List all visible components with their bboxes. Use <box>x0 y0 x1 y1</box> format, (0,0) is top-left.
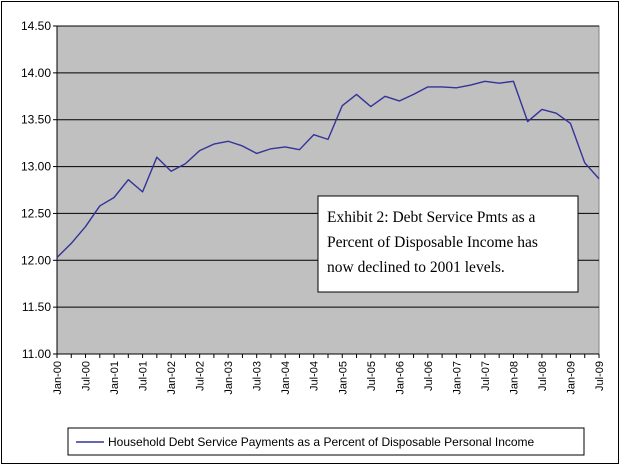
series-line <box>56 80 600 258</box>
x-tick-label: Jan-00 <box>52 361 64 395</box>
x-tick-label: Jul-03 <box>252 361 264 391</box>
annotation-line-2: Percent of Disposable Income has <box>327 234 538 251</box>
x-tick-label: Jan-02 <box>166 361 178 395</box>
y-tick-label: 14.00 <box>21 66 51 80</box>
axes <box>53 25 600 358</box>
series <box>56 80 600 258</box>
legend-label: Household Debt Service Payments as a Per… <box>108 435 535 449</box>
x-tick-label: Jul-09 <box>594 361 606 391</box>
x-tick-label: Jan-01 <box>109 361 121 395</box>
x-tick-labels: Jan-00 Jul-00 Jan-01 Jul-01 Jan-02 Jul-02 Jan-… <box>52 361 606 395</box>
annotation-box: Exhibit 2: Debt Service Pmts as a Percen… <box>317 195 579 293</box>
x-tick-label: Jan-09 <box>565 361 577 395</box>
legend-frame <box>67 427 585 456</box>
x-tick-label: Jul-04 <box>309 361 321 391</box>
y-tick-label: 13.00 <box>21 160 51 174</box>
y-tick-label: 11.50 <box>22 300 51 314</box>
annotation-line-1: Exhibit 2: Debt Service Pmts as a <box>327 209 535 226</box>
x-tick-label: Jan-03 <box>223 361 235 395</box>
x-tick-label: Jan-06 <box>394 361 406 395</box>
x-tick-label: Jan-04 <box>280 361 292 395</box>
annotation-line-3: now declined to 2001 levels. <box>327 259 505 276</box>
y-tick-label: 11.00 <box>22 347 51 361</box>
plot-area <box>56 25 600 355</box>
x-tick-label: Jul-07 <box>480 361 492 391</box>
annotation-frame <box>317 195 579 293</box>
x-tick-label: Jul-00 <box>81 361 93 391</box>
legend: Household Debt Service Payments as a Per… <box>67 427 585 456</box>
x-tick-label: Jul-02 <box>195 361 207 391</box>
x-tick-label: Jan-08 <box>508 361 520 395</box>
y-tick-label: 13.50 <box>21 113 51 127</box>
x-tick-label: Jul-08 <box>537 361 549 391</box>
x-tick-label: Jan-07 <box>451 361 463 395</box>
y-tick-labels: 11.00 11.50 12.00 12.50 13.00 13.50 14.00 14.50 <box>21 19 51 361</box>
x-tick-label: Jul-06 <box>423 361 435 391</box>
x-tick-label: Jul-01 <box>138 361 150 391</box>
x-tick-label: Jul-05 <box>366 361 378 391</box>
x-tick-label: Jan-05 <box>337 361 349 395</box>
y-tick-label: 12.50 <box>21 206 51 220</box>
y-tick-label: 12.00 <box>21 253 51 267</box>
y-tick-label: 14.50 <box>21 19 51 33</box>
